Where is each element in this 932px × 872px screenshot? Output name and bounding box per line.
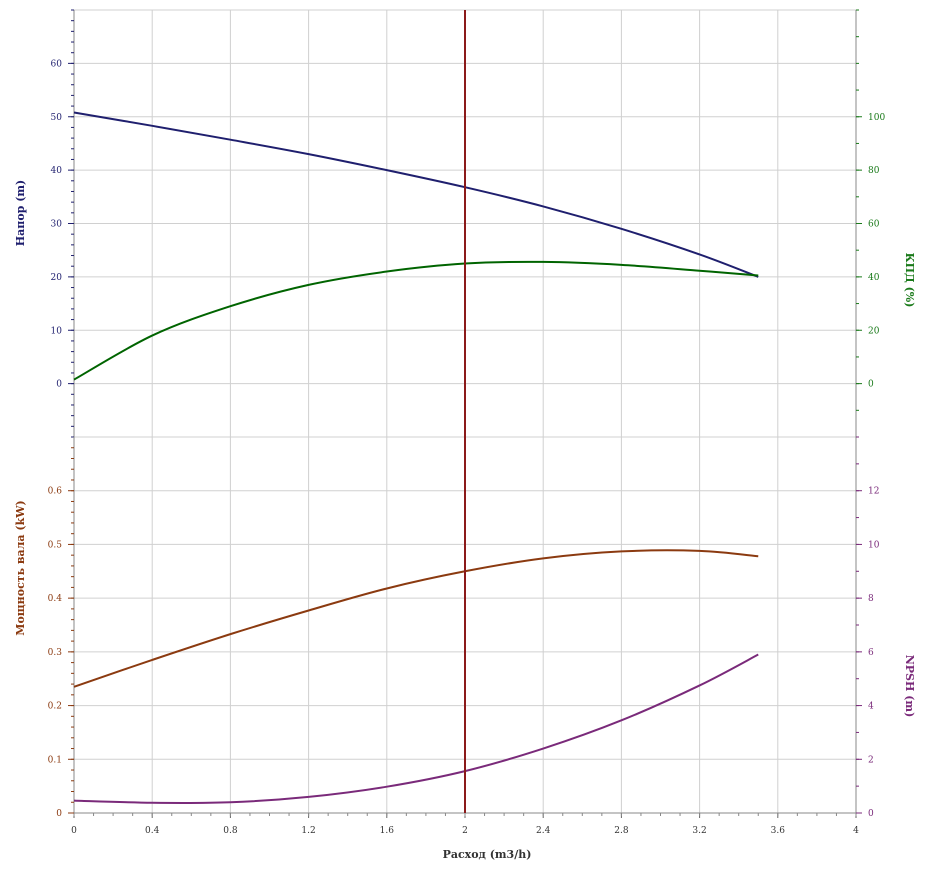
x-tick-label: 0.4 (145, 826, 160, 836)
series-line-shaft-power (73, 549, 759, 688)
right-axis-title-bottom: NPSH (m) (903, 655, 916, 718)
right-tick-label: 80 (868, 166, 880, 176)
left-tick-label: 50 (51, 113, 63, 123)
right-tick-label: 8 (868, 594, 874, 604)
left-tick-label: 0 (56, 380, 62, 390)
x-tick-label: 2.4 (536, 826, 551, 836)
right-tick-label: 2 (868, 755, 874, 765)
series-line-npsh (73, 653, 759, 805)
x-tick-label: 1.6 (380, 826, 395, 836)
right-tick-label: 4 (868, 702, 874, 712)
x-tick-label: 0.8 (223, 826, 238, 836)
left-tick-label: 0.6 (48, 487, 63, 497)
right-tick-label: 40 (868, 273, 880, 283)
left-tick-label: 20 (51, 273, 63, 283)
left-tick-label: 0.5 (48, 540, 63, 550)
left-tick-label: 30 (51, 220, 63, 230)
x-tick-label: 3.2 (692, 826, 706, 836)
x-tick-label: 3.6 (771, 826, 786, 836)
x-tick-label: 2 (462, 826, 468, 836)
left-axis-title-top: Напор (m) (14, 180, 27, 246)
left-tick-label: 0.3 (48, 648, 63, 658)
x-axis-title: Расход (m3/h) (443, 848, 532, 861)
left-tick-label: 0.2 (48, 702, 62, 712)
series (73, 111, 759, 805)
left-tick-label: 10 (51, 326, 63, 336)
right-tick-label: 0 (868, 809, 874, 819)
left-tick-label: 0.4 (48, 594, 63, 604)
right-tick-label: 20 (868, 326, 880, 336)
left-tick-label: 40 (51, 166, 63, 176)
x-tick-label: 4 (853, 826, 859, 836)
left-tick-label: 60 (51, 59, 63, 69)
x-tick-label: 0 (71, 826, 77, 836)
left-axis-title-bottom: Мощность вала (kW) (14, 500, 27, 635)
right-tick-label: 10 (868, 540, 880, 550)
left-tick-label: 0.1 (48, 755, 62, 765)
right-axis-title-top: КПД (%) (903, 253, 916, 308)
right-tick-label: 12 (868, 487, 879, 497)
axes: 0 0.4 0.8 1.2 1.6 2 2.4 2.8 3.2 3.6 40102030405060… (48, 9, 885, 836)
right-tick-label: 0 (868, 380, 874, 390)
right-tick-label: 100 (868, 113, 885, 123)
right-tick-label: 6 (868, 648, 874, 658)
left-tick-label: 0 (56, 809, 62, 819)
x-tick-label: 1.2 (301, 826, 315, 836)
series-line-head (73, 111, 759, 278)
axis-labels: Расход (m3/h) Напор (m) КПД (%) Мощность… (14, 180, 916, 861)
right-tick-label: 60 (868, 220, 880, 230)
series-line-efficiency (73, 260, 759, 381)
x-tick-label: 2.8 (614, 826, 629, 836)
